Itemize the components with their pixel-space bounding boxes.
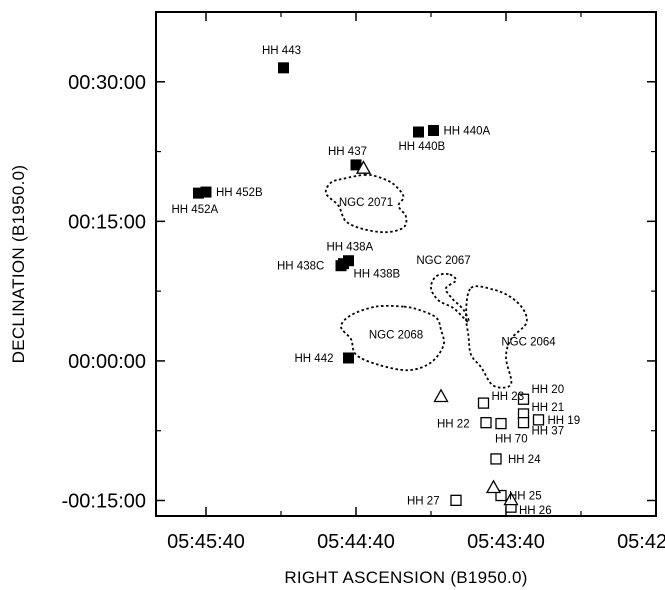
filled-square-marker (413, 126, 424, 138)
cluster-label: NGC 2067 (416, 255, 470, 267)
x-tick-label: 05:43:40 (467, 531, 545, 553)
point-label: HH 438C (277, 261, 324, 273)
point-label: HH 437 (328, 146, 367, 158)
point-label: HH 438A (327, 242, 374, 254)
open-square-marker (450, 494, 462, 506)
x-axis-label: RIGHT ASCENSION (B1950.0) (284, 568, 527, 587)
cluster-outlines: NGC 2071 NGC 2067 NGC 2068 NGC 2064 (324, 173, 556, 389)
open-triangle-marker (485, 479, 502, 494)
data-markers (193, 62, 545, 513)
x-tick-label: 05:44:40 (317, 531, 395, 553)
open-square-marker (477, 397, 490, 409)
open-square-marker (480, 416, 492, 429)
filled-square-marker (343, 352, 354, 364)
filled-square-marker (200, 186, 212, 198)
point-label: HH 23 (492, 391, 525, 403)
point-label: HH 25 (509, 491, 542, 503)
cluster-outline (430, 272, 470, 324)
point-label: HH 440A (444, 125, 491, 137)
tick-labels: 05:45:40 05:44:40 05:43:40 05:42:40 00:30:00… (61, 72, 665, 553)
cluster-label: NGC 2064 (501, 336, 556, 348)
filled-square-marker (350, 159, 362, 171)
y-axis-label: DECLINATION (B1950.0) (9, 165, 28, 364)
cluster-outline (465, 285, 528, 389)
point-label: HH 37 (532, 426, 565, 438)
point-label: HH 24 (508, 454, 541, 466)
open-square-marker (495, 417, 507, 430)
point-label: HH 440B (399, 141, 446, 153)
cluster-outline (324, 173, 408, 234)
point-label: HH 27 (407, 495, 440, 507)
point-label: HH 70 (495, 434, 528, 446)
open-square-marker (517, 416, 530, 429)
point-label: HH 452B (216, 187, 263, 199)
point-label: HH 21 (532, 402, 565, 414)
cluster-outline (340, 304, 445, 372)
filled-square-marker (278, 62, 289, 74)
open-square-marker (490, 453, 502, 465)
point-label: HH 443 (262, 45, 301, 57)
open-triangle-marker (503, 491, 519, 506)
open-triangle-marker (355, 160, 372, 174)
point-label: HH 19 (548, 415, 581, 427)
y-tick-label: 00:00:00 (68, 351, 146, 373)
x-tick-label: 05:45:40 (167, 531, 245, 553)
y-tick-label: -00:15:00 (61, 490, 146, 512)
plot-frame (155, 11, 657, 517)
x-tick-label: 05:42:40 (617, 531, 665, 553)
filled-square-marker (428, 124, 439, 136)
open-square-marker (495, 489, 507, 502)
point-label: HH 452A (172, 204, 219, 216)
point-label: HH 442 (295, 353, 334, 365)
tick-marks (156, 11, 657, 516)
open-square-marker (532, 414, 545, 426)
point-label: HH 26 (519, 505, 552, 517)
point-label: HH 438B (354, 269, 401, 281)
filled-square-marker (338, 258, 349, 270)
filled-square-marker (193, 187, 204, 199)
cluster-label: NGC 2068 (369, 329, 423, 341)
point-labels: HH 443 HH 440A HH 440B HH 437 HH 452B HH 452A… (172, 45, 581, 517)
point-label: HH 20 (532, 384, 565, 396)
open-triangle-marker (433, 388, 449, 403)
open-square-marker (517, 393, 530, 405)
cluster-label: NGC 2071 (339, 197, 393, 209)
y-tick-label: 00:15:00 (68, 211, 146, 233)
point-label: HH 22 (437, 419, 470, 431)
y-tick-label: 00:30:00 (68, 72, 146, 94)
